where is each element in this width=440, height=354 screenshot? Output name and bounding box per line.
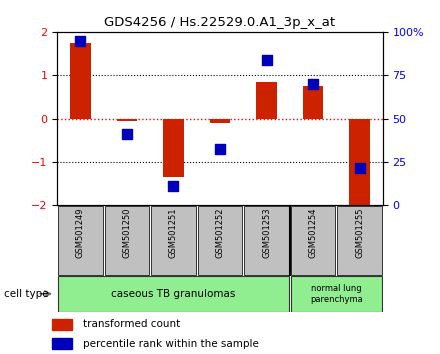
Text: percentile rank within the sample: percentile rank within the sample: [83, 339, 259, 349]
Bar: [256, 82, 277, 119]
Bar: [52, 319, 73, 330]
FancyBboxPatch shape: [291, 276, 382, 312]
FancyBboxPatch shape: [198, 206, 242, 275]
Text: transformed count: transformed count: [83, 319, 180, 330]
Text: caseous TB granulomas: caseous TB granulomas: [111, 289, 236, 299]
Text: GSM501255: GSM501255: [355, 207, 364, 258]
Text: cell type: cell type: [4, 289, 49, 299]
Text: GSM501252: GSM501252: [216, 207, 224, 258]
Text: GSM501249: GSM501249: [76, 207, 85, 258]
Text: GSM501253: GSM501253: [262, 207, 271, 258]
Bar: [70, 43, 91, 119]
Bar: [349, 119, 370, 210]
Text: GSM501254: GSM501254: [308, 207, 318, 258]
Bar: [209, 119, 231, 123]
Text: normal lung
parenchyma: normal lung parenchyma: [310, 284, 363, 303]
Bar: [52, 338, 73, 349]
Bar: [163, 119, 184, 177]
Point: [77, 38, 84, 44]
FancyBboxPatch shape: [244, 206, 289, 275]
Point: [263, 57, 270, 63]
FancyBboxPatch shape: [58, 276, 289, 312]
Point: [356, 166, 363, 171]
Point: [216, 146, 224, 152]
Bar: [303, 86, 323, 119]
Point: [170, 183, 177, 189]
Text: GSM501250: GSM501250: [122, 207, 132, 258]
Point: [309, 81, 316, 87]
FancyBboxPatch shape: [58, 206, 103, 275]
Title: GDS4256 / Hs.22529.0.A1_3p_x_at: GDS4256 / Hs.22529.0.A1_3p_x_at: [104, 16, 336, 29]
FancyBboxPatch shape: [151, 206, 196, 275]
Bar: [117, 119, 137, 121]
Text: GSM501251: GSM501251: [169, 207, 178, 258]
FancyBboxPatch shape: [291, 206, 335, 275]
FancyBboxPatch shape: [105, 206, 149, 275]
FancyBboxPatch shape: [337, 206, 382, 275]
Point: [124, 131, 131, 137]
